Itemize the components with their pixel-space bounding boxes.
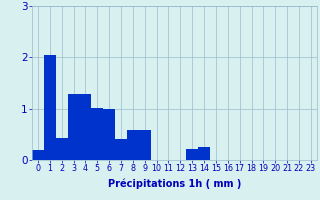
Bar [68, 94, 79, 160]
X-axis label: Précipitations 1h ( mm ): Précipitations 1h ( mm ) [108, 179, 241, 189]
Bar [115, 139, 127, 160]
Bar [127, 130, 139, 160]
Bar [44, 55, 56, 160]
Bar [56, 138, 68, 160]
Bar [139, 130, 151, 160]
Bar [91, 108, 103, 160]
Bar [198, 147, 210, 160]
Bar [79, 94, 91, 160]
Bar [186, 149, 198, 160]
Bar [103, 109, 115, 160]
Bar [32, 150, 44, 160]
